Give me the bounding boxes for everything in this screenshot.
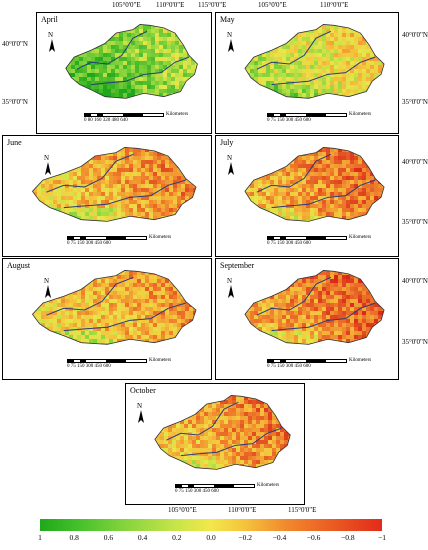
month-label: October <box>130 386 156 395</box>
north-arrow-icon: N <box>45 31 59 53</box>
north-arrow-icon: N <box>134 402 148 424</box>
month-label: September <box>220 261 255 270</box>
legend-tick-label: 0.0 <box>206 533 216 542</box>
map-panel-october: October N 0 75 150 300 450 600 Kilometers <box>125 383 305 505</box>
month-label: May <box>220 15 235 24</box>
legend-tick-label: 0.6 <box>103 533 114 542</box>
legend-tick-label: 0.8 <box>69 533 79 542</box>
plateau-map <box>244 270 385 345</box>
legend-tick-label: −0.4 <box>272 533 287 542</box>
month-label: April <box>41 15 58 24</box>
longitude-label: 105°0'0"E <box>112 1 141 9</box>
plateau-map <box>31 147 197 222</box>
north-label: N <box>44 277 50 285</box>
longitude-label: 110°0'0"E <box>320 1 349 9</box>
longitude-label: 115°0'0"E <box>198 1 227 9</box>
map-panel-august: August N 0 75 150 300 450 600 Kilometers <box>2 258 212 380</box>
latitude-label: 35°0'0"N <box>402 218 428 226</box>
longitude-label: 115°0'0"E <box>288 506 317 514</box>
map-panel-september: September N 0 75 150 300 450 600 Kilomete… <box>215 258 399 380</box>
legend-tick-label: −1 <box>378 533 386 542</box>
north-label: N <box>227 277 233 285</box>
longitude-label: 110°0'0"E <box>228 506 257 514</box>
plateau-map <box>65 24 198 99</box>
legend-tick-label: −0.6 <box>306 533 321 542</box>
north-label: N <box>227 154 233 162</box>
month-label: August <box>7 261 31 270</box>
month-label: July <box>220 138 234 147</box>
latitude-label: 40°0'0"N <box>402 31 428 39</box>
north-label: N <box>44 154 50 162</box>
longitude-label: 105°0'0"E <box>168 506 197 514</box>
latitude-label: 40°0'0"N <box>402 277 428 285</box>
latitude-label: 35°0'0"N <box>2 98 28 106</box>
legend-tick-label: −0.2 <box>238 533 252 542</box>
north-arrow-icon: N <box>224 31 238 53</box>
north-label: N <box>227 31 233 39</box>
legend-tick-label: 0.2 <box>172 533 182 542</box>
plateau-map <box>244 24 385 99</box>
map-panel-july: July N 0 75 150 300 450 600 Kilometers <box>215 135 399 257</box>
longitude-label: 105°0'0"E <box>258 1 287 9</box>
north-arrow-icon: N <box>41 277 55 299</box>
legend-tick-label: −0.8 <box>340 533 355 542</box>
north-label: N <box>137 402 143 410</box>
latitude-label: 40°0'0"N <box>402 158 428 166</box>
legend-colorbar <box>40 519 382 531</box>
north-arrow-icon: N <box>41 154 55 176</box>
north-arrow-icon: N <box>224 277 238 299</box>
latitude-label: 35°0'0"N <box>402 338 428 346</box>
plateau-map <box>154 395 291 470</box>
north-arrow-icon: N <box>224 154 238 176</box>
map-panel-may: May N 0 75 150 300 450 600 Kilometers <box>215 12 399 134</box>
latitude-label: 35°0'0"N <box>402 98 428 106</box>
month-label: June <box>7 138 22 147</box>
plateau-map <box>31 270 197 345</box>
legend-tick-label: 1 <box>38 533 42 542</box>
north-label: N <box>48 31 54 39</box>
legend-tick-label: 0.4 <box>137 533 148 542</box>
map-panel-april: April N 0 80 160 320 480 640 Kilometers <box>36 12 212 134</box>
plateau-map <box>244 147 385 222</box>
map-panel-june: June N 0 75 150 300 450 600 Kilometers <box>2 135 212 257</box>
longitude-label: 110°0'0"E <box>156 1 185 9</box>
latitude-label: 40°0'0"N <box>2 40 28 48</box>
